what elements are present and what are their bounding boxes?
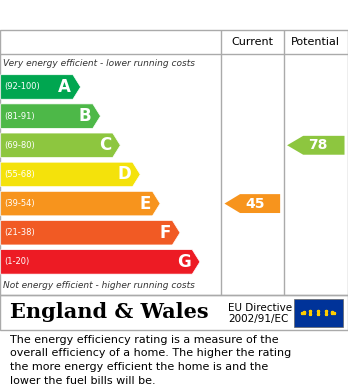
Text: F: F	[159, 224, 171, 242]
Text: A: A	[58, 78, 71, 96]
Text: D: D	[117, 165, 131, 183]
Polygon shape	[287, 136, 345, 155]
Text: EU Directive: EU Directive	[228, 303, 292, 313]
Polygon shape	[1, 221, 180, 245]
Text: Very energy efficient - lower running costs: Very energy efficient - lower running co…	[3, 59, 196, 68]
Polygon shape	[224, 194, 280, 213]
Polygon shape	[1, 104, 101, 128]
Polygon shape	[1, 133, 120, 158]
Polygon shape	[1, 191, 160, 216]
Text: Current: Current	[231, 37, 273, 47]
Polygon shape	[1, 162, 140, 187]
Text: (1-20): (1-20)	[4, 257, 30, 266]
Text: England & Wales: England & Wales	[10, 303, 209, 323]
Text: (69-80): (69-80)	[4, 141, 35, 150]
Polygon shape	[1, 249, 200, 274]
Text: 78: 78	[309, 138, 328, 152]
Text: E: E	[139, 195, 151, 213]
Text: (55-68): (55-68)	[4, 170, 35, 179]
Text: 2002/91/EC: 2002/91/EC	[228, 314, 288, 324]
Text: G: G	[177, 253, 190, 271]
Text: B: B	[78, 107, 91, 125]
Text: (81-91): (81-91)	[4, 111, 35, 121]
Text: (21-38): (21-38)	[4, 228, 35, 237]
Bar	[294, 298, 343, 326]
Text: Potential: Potential	[291, 37, 340, 47]
Text: (39-54): (39-54)	[4, 199, 35, 208]
Text: C: C	[99, 136, 111, 154]
Text: The energy efficiency rating is a measure of the
overall efficiency of a home. T: The energy efficiency rating is a measur…	[10, 335, 292, 386]
Text: (92-100): (92-100)	[4, 83, 40, 91]
Polygon shape	[1, 75, 81, 99]
Text: Energy Efficiency Rating: Energy Efficiency Rating	[9, 6, 238, 24]
Text: 45: 45	[245, 197, 264, 211]
Text: Not energy efficient - higher running costs: Not energy efficient - higher running co…	[3, 281, 195, 290]
